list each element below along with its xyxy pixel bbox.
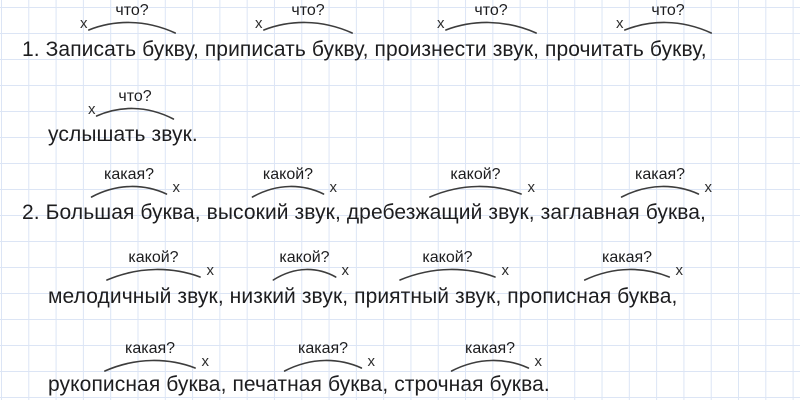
- head-word-x-mark: х: [534, 353, 543, 370]
- question-label: какая?: [124, 340, 176, 357]
- word-pair-annotation: что? х: [437, 2, 538, 36]
- question-label: что?: [474, 2, 508, 19]
- head-word-x-mark: х: [704, 179, 713, 196]
- head-word-x-mark: х: [675, 262, 684, 279]
- word-pair-annotation: что? х: [88, 88, 175, 122]
- sentence-line: рукописная буква, печатная буква, строчн…: [48, 373, 550, 396]
- word-pair-annotation: какая? х: [103, 340, 209, 374]
- word-pair-annotation: какой? х: [398, 249, 509, 283]
- arc-curve-icon: [105, 267, 202, 283]
- arc-curve-icon: [283, 358, 363, 374]
- word-pair-annotation: какая? х: [283, 340, 375, 374]
- arc-curve-icon: [262, 20, 354, 36]
- arc-curve-icon: [450, 358, 530, 374]
- word-pair-annotation: что? х: [80, 2, 177, 36]
- head-word-x-mark: х: [501, 262, 510, 279]
- arc-curve-icon: [623, 20, 713, 36]
- arc-curve-icon: [620, 184, 700, 200]
- word-pair-annotation: какая? х: [90, 166, 180, 200]
- word-pair-annotation: какая? х: [450, 340, 542, 374]
- arc-curve-icon: [428, 184, 523, 200]
- word-pair-annotation: какая? х: [620, 166, 712, 200]
- head-word-x-mark: х: [437, 15, 445, 32]
- head-word-x-mark: х: [329, 179, 338, 196]
- head-word-x-mark: х: [367, 353, 376, 370]
- question-label: что?: [115, 2, 149, 19]
- question-label: какая?: [297, 340, 349, 357]
- sentence-line: 1. Записать букву, приписать букву, прои…: [22, 38, 707, 61]
- sentence-line: услышать звук.: [48, 123, 198, 146]
- arc-curve-icon: [398, 267, 497, 283]
- head-word-x-mark: х: [88, 101, 96, 118]
- head-word-x-mark: х: [255, 15, 263, 32]
- arc-curve-icon: [583, 267, 671, 283]
- word-pair-annotation: какой? х: [105, 249, 214, 283]
- word-pair-annotation: какой? х: [428, 166, 535, 200]
- question-label: какой?: [262, 166, 314, 183]
- head-word-x-mark: х: [80, 15, 88, 32]
- arc-curve-icon: [444, 20, 538, 36]
- head-word-x-mark: х: [172, 179, 181, 196]
- arc-curve-icon: [251, 184, 325, 200]
- arc-curve-icon: [87, 20, 177, 36]
- question-label: какой?: [422, 249, 473, 266]
- question-label: какой?: [279, 249, 330, 266]
- question-label: что?: [291, 2, 325, 19]
- arc-curve-icon: [103, 358, 197, 374]
- word-pair-annotation: какой? х: [272, 249, 349, 283]
- word-pair-annotation: что? х: [616, 2, 713, 36]
- head-word-x-mark: х: [341, 262, 350, 279]
- question-label: какая?: [464, 340, 516, 357]
- question-label: какая?: [601, 249, 653, 266]
- word-pair-annotation: какой? х: [251, 166, 337, 200]
- arc-curve-icon: [95, 106, 175, 122]
- question-label: какая?: [634, 166, 686, 183]
- sentence-line: 2. Большая буква, высокий звук, дребезжа…: [22, 201, 706, 224]
- head-word-x-mark: х: [527, 179, 536, 196]
- head-word-x-mark: х: [206, 262, 215, 279]
- question-label: какой?: [128, 249, 179, 266]
- question-label: что?: [118, 88, 152, 105]
- word-pair-annotation: что? х: [255, 2, 354, 36]
- head-word-x-mark: х: [616, 15, 624, 32]
- question-label: какая?: [103, 166, 155, 183]
- question-label: какой?: [450, 166, 501, 183]
- question-label: что?: [651, 2, 685, 19]
- sentence-line: мелодичный звук, низкий звук, приятный з…: [48, 285, 678, 308]
- arc-curve-icon: [90, 184, 168, 200]
- word-pair-annotation: какая? х: [583, 249, 683, 283]
- head-word-x-mark: х: [201, 353, 210, 370]
- arc-curve-icon: [272, 267, 337, 283]
